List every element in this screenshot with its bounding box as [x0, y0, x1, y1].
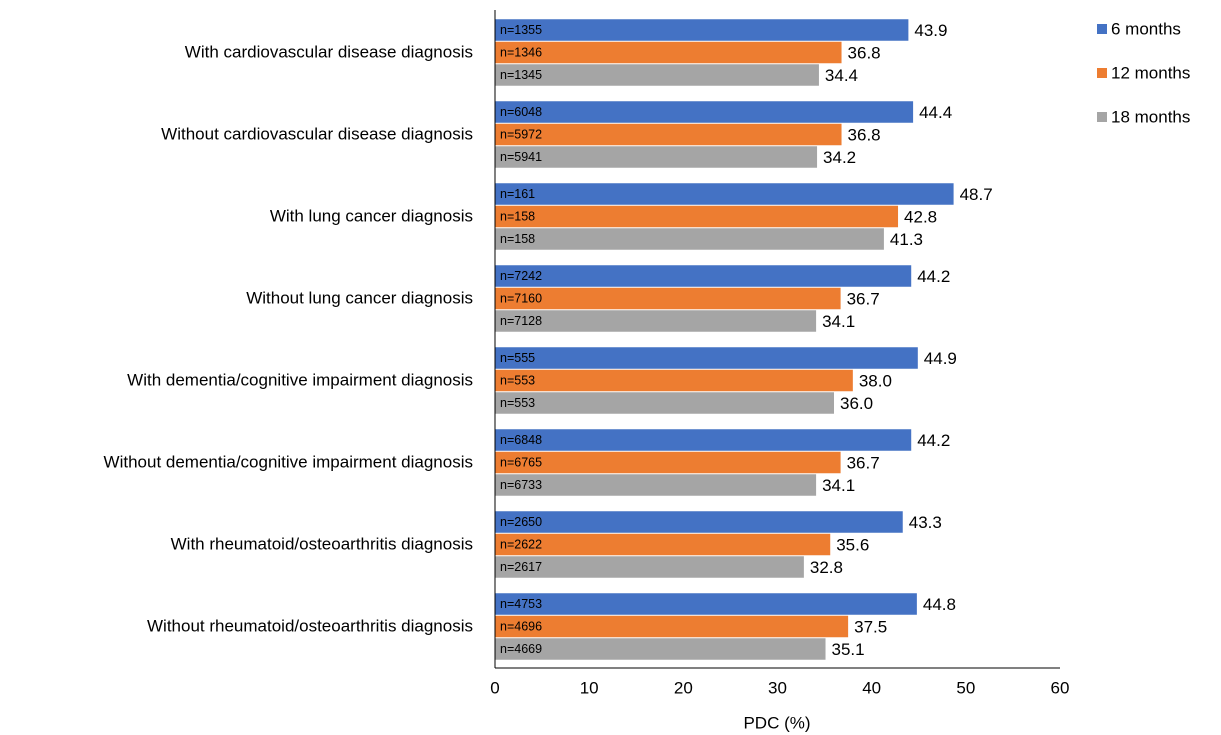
- bar-n-label: n=158: [500, 232, 535, 246]
- x-axis-title: PDC (%): [743, 713, 810, 732]
- bar-n-label: n=4669: [500, 642, 542, 656]
- bar-n-label: n=5941: [500, 150, 542, 164]
- bar: [495, 41, 842, 64]
- value-label: 43.9: [914, 21, 947, 40]
- value-label: 36.8: [848, 125, 881, 144]
- bar: [495, 19, 909, 41]
- bar-n-label: n=1346: [500, 45, 542, 59]
- bar-n-label: n=555: [500, 351, 535, 365]
- bar-n-label: n=1345: [500, 68, 542, 82]
- bar: [495, 429, 912, 451]
- x-tick-label: 30: [768, 678, 787, 697]
- legend-label: 6 months: [1111, 19, 1181, 38]
- bar-n-label: n=2622: [500, 537, 542, 551]
- bar-n-label: n=6848: [500, 433, 542, 447]
- x-tick-label: 60: [1051, 678, 1070, 697]
- y-tick-label: Without cardiovascular disease diagnosis: [161, 124, 473, 143]
- bar: [495, 64, 819, 86]
- y-tick-label: With lung cancer diagnosis: [270, 206, 473, 225]
- bar-n-label: n=5972: [500, 127, 542, 141]
- bar: [495, 638, 826, 660]
- x-tick-label: 20: [674, 678, 693, 697]
- value-label: 44.2: [917, 267, 950, 286]
- value-label: 36.7: [847, 453, 880, 472]
- bar: [495, 183, 954, 205]
- value-label: 34.4: [825, 66, 858, 85]
- legend-swatch: [1097, 112, 1107, 122]
- bar-n-label: n=7128: [500, 314, 542, 328]
- y-tick-label: Without lung cancer diagnosis: [246, 288, 473, 307]
- value-label: 44.9: [924, 349, 957, 368]
- y-tick-label: With cardiovascular disease diagnosis: [185, 42, 473, 61]
- value-label: 44.4: [919, 103, 952, 122]
- bar-n-label: n=6733: [500, 478, 542, 492]
- bar-n-label: n=1355: [500, 23, 542, 37]
- bar-n-label: n=7242: [500, 269, 542, 283]
- bar: [495, 228, 884, 250]
- bar-n-label: n=4753: [500, 597, 542, 611]
- bar-n-label: n=6765: [500, 455, 542, 469]
- x-tick-label: 50: [956, 678, 975, 697]
- bar: [495, 310, 817, 332]
- bar: [495, 347, 918, 369]
- x-tick-label: 40: [862, 678, 881, 697]
- bar-n-label: n=553: [500, 396, 535, 410]
- bar: [495, 287, 841, 310]
- bar: [495, 101, 914, 123]
- bar: [495, 451, 841, 474]
- x-tick-label: 10: [580, 678, 599, 697]
- value-label: 48.7: [960, 185, 993, 204]
- bar-n-label: n=7160: [500, 291, 542, 305]
- value-label: 36.8: [848, 43, 881, 62]
- value-label: 35.6: [836, 535, 869, 554]
- bar: [495, 123, 842, 146]
- value-label: 38.0: [859, 371, 892, 390]
- bar: [495, 146, 818, 168]
- y-tick-label: Without dementia/cognitive impairment di…: [104, 452, 473, 471]
- bar-n-label: n=2617: [500, 560, 542, 574]
- bar-n-label: n=2650: [500, 515, 542, 529]
- bar-n-label: n=4696: [500, 619, 542, 633]
- bar: [495, 593, 917, 615]
- value-label: 35.1: [832, 640, 865, 659]
- value-label: 43.3: [909, 513, 942, 532]
- bar-n-label: n=161: [500, 187, 535, 201]
- value-label: 44.8: [923, 595, 956, 614]
- bar: [495, 474, 817, 496]
- bar: [495, 533, 831, 556]
- bar-n-label: n=6048: [500, 105, 542, 119]
- value-label: 36.7: [847, 289, 880, 308]
- value-label: 36.0: [840, 394, 873, 413]
- legend-swatch: [1097, 24, 1107, 34]
- x-tick-label: 0: [490, 678, 499, 697]
- value-label: 34.1: [822, 476, 855, 495]
- bar: [495, 615, 849, 638]
- y-tick-label: With rheumatoid/osteoarthritis diagnosis: [171, 534, 473, 553]
- bar: [495, 369, 853, 392]
- value-label: 37.5: [854, 617, 887, 636]
- value-label: 42.8: [904, 207, 937, 226]
- value-label: 41.3: [890, 230, 923, 249]
- bar: [495, 205, 899, 228]
- bar-n-label: n=553: [500, 373, 535, 387]
- y-tick-label: Without rheumatoid/osteoarthritis diagno…: [147, 616, 473, 635]
- y-tick-label: With dementia/cognitive impairment diagn…: [127, 370, 473, 389]
- legend-swatch: [1097, 68, 1107, 78]
- value-label: 44.2: [917, 431, 950, 450]
- bar: [495, 511, 903, 533]
- value-label: 34.2: [823, 148, 856, 167]
- bar: [495, 265, 912, 287]
- legend-label: 18 months: [1111, 107, 1190, 126]
- value-label: 34.1: [822, 312, 855, 331]
- bar-n-label: n=158: [500, 209, 535, 223]
- bar: [495, 556, 804, 578]
- bar: [495, 392, 834, 414]
- legend-label: 12 months: [1111, 63, 1190, 82]
- value-label: 32.8: [810, 558, 843, 577]
